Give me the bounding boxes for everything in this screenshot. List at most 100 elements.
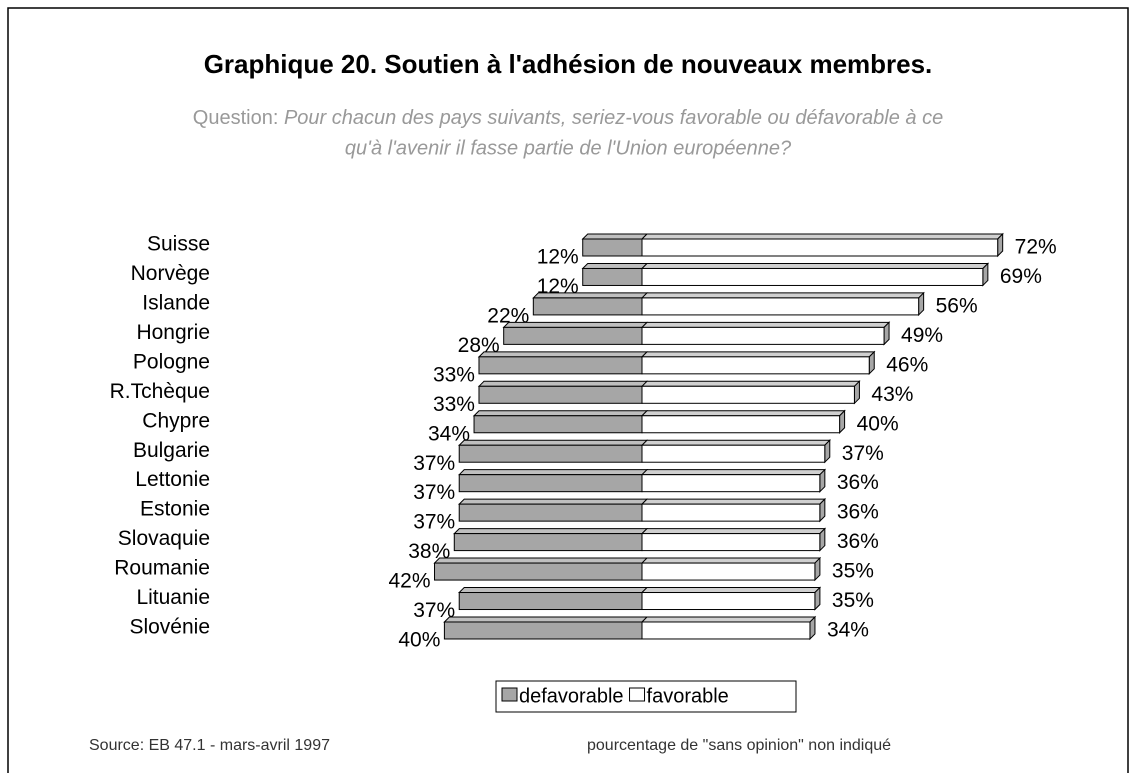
bar	[478, 385, 643, 404]
frame	[7, 7, 1129, 773]
value-label: 56%	[936, 294, 978, 317]
bar-top	[477, 351, 649, 358]
category-label: Bulgarie	[133, 439, 210, 462]
bar	[453, 533, 643, 552]
bar	[434, 562, 643, 581]
category-label: Estonie	[140, 498, 210, 521]
value-label: 37%	[842, 442, 884, 465]
bar	[641, 592, 816, 611]
bar-top	[433, 557, 649, 564]
category-label: Slovaquie	[118, 527, 210, 550]
question-text: qu'à l'avenir il fasse partie de l'Union…	[345, 137, 792, 159]
bar-top	[640, 469, 827, 476]
bar-top	[640, 498, 827, 505]
bar	[641, 444, 826, 463]
value-label: 35%	[832, 560, 874, 583]
bar-top	[502, 321, 649, 328]
bar	[641, 474, 821, 493]
category-label: Lituanie	[136, 586, 210, 609]
legend-swatch	[501, 687, 518, 702]
category-label: Roumanie	[114, 557, 210, 580]
category-label: Slovénie	[129, 616, 210, 639]
bar	[641, 238, 999, 257]
bar	[473, 415, 643, 434]
value-label: 38%	[408, 540, 450, 563]
bar-top	[640, 439, 831, 446]
value-label: 36%	[837, 530, 879, 553]
value-label: 37%	[413, 511, 455, 534]
legend-label: defavorable	[519, 685, 624, 707]
value-label: 12%	[537, 246, 579, 269]
legend-label: favorable	[647, 685, 729, 707]
value-label: 42%	[388, 570, 430, 593]
bar-top	[532, 292, 649, 299]
bar-top	[472, 410, 649, 417]
bar-top	[640, 233, 1004, 240]
bar	[641, 297, 920, 316]
bar	[458, 503, 643, 522]
value-label: 40%	[398, 629, 440, 652]
value-label: 34%	[428, 422, 470, 445]
category-label: Pologne	[133, 350, 210, 373]
bar-top	[640, 410, 846, 417]
value-label: 22%	[487, 304, 529, 327]
bar-top	[640, 351, 876, 358]
value-label: 36%	[837, 471, 879, 494]
category-label: Suisse	[147, 233, 210, 256]
value-label: 28%	[458, 334, 500, 357]
category-label: Chypre	[142, 409, 210, 432]
value-label: 37%	[413, 452, 455, 475]
bar	[641, 533, 821, 552]
bar	[458, 474, 643, 493]
bar	[641, 621, 811, 640]
question-text: Pour chacun des pays suivants, seriez-vo…	[284, 107, 943, 129]
bar-top	[640, 557, 822, 564]
bar-top	[458, 439, 649, 446]
bar-top	[453, 528, 649, 535]
bar	[503, 326, 643, 345]
value-label: 72%	[1015, 236, 1057, 259]
bar-top	[581, 262, 649, 269]
value-label: 49%	[901, 324, 943, 347]
value-label: 37%	[413, 599, 455, 622]
bar-top	[640, 321, 891, 328]
bar-top	[640, 262, 990, 269]
bar-top	[443, 616, 649, 623]
value-label: 40%	[857, 412, 899, 435]
value-label: 33%	[433, 393, 475, 416]
bar-top	[640, 616, 817, 623]
question: Question: Pour chacun des pays suivants,…	[193, 107, 943, 129]
category-label: Lettonie	[135, 468, 210, 491]
chart-title: Graphique 20. Soutien à l'adhésion de no…	[204, 49, 933, 79]
bar	[532, 297, 643, 316]
source: Source: EB 47.1 - mars-avril 1997	[89, 737, 330, 754]
bar	[641, 562, 816, 581]
category-label: R.Tchèque	[110, 380, 210, 403]
bar-top	[640, 587, 822, 594]
bar-top	[640, 380, 861, 387]
legend-box	[495, 680, 797, 713]
bar-top	[581, 233, 649, 240]
bar-top	[458, 469, 649, 476]
category-label: Norvège	[131, 262, 210, 285]
bar	[458, 444, 643, 463]
bar	[641, 267, 984, 286]
bar-top	[640, 292, 925, 299]
bar-top	[458, 587, 649, 594]
value-label: 34%	[827, 619, 869, 642]
value-label: 33%	[433, 363, 475, 386]
bar	[641, 503, 821, 522]
value-label: 37%	[413, 481, 455, 504]
bar	[641, 385, 855, 404]
bar	[641, 356, 870, 375]
bar	[582, 267, 643, 286]
value-label: 35%	[832, 589, 874, 612]
bar-top	[477, 380, 649, 387]
bar-top	[458, 498, 649, 505]
question-label: Question:	[193, 107, 279, 129]
category-label: Islande	[142, 291, 210, 314]
note: pourcentage de "sans opinion" non indiqu…	[587, 737, 891, 754]
bar	[458, 592, 643, 611]
bar	[641, 415, 841, 434]
